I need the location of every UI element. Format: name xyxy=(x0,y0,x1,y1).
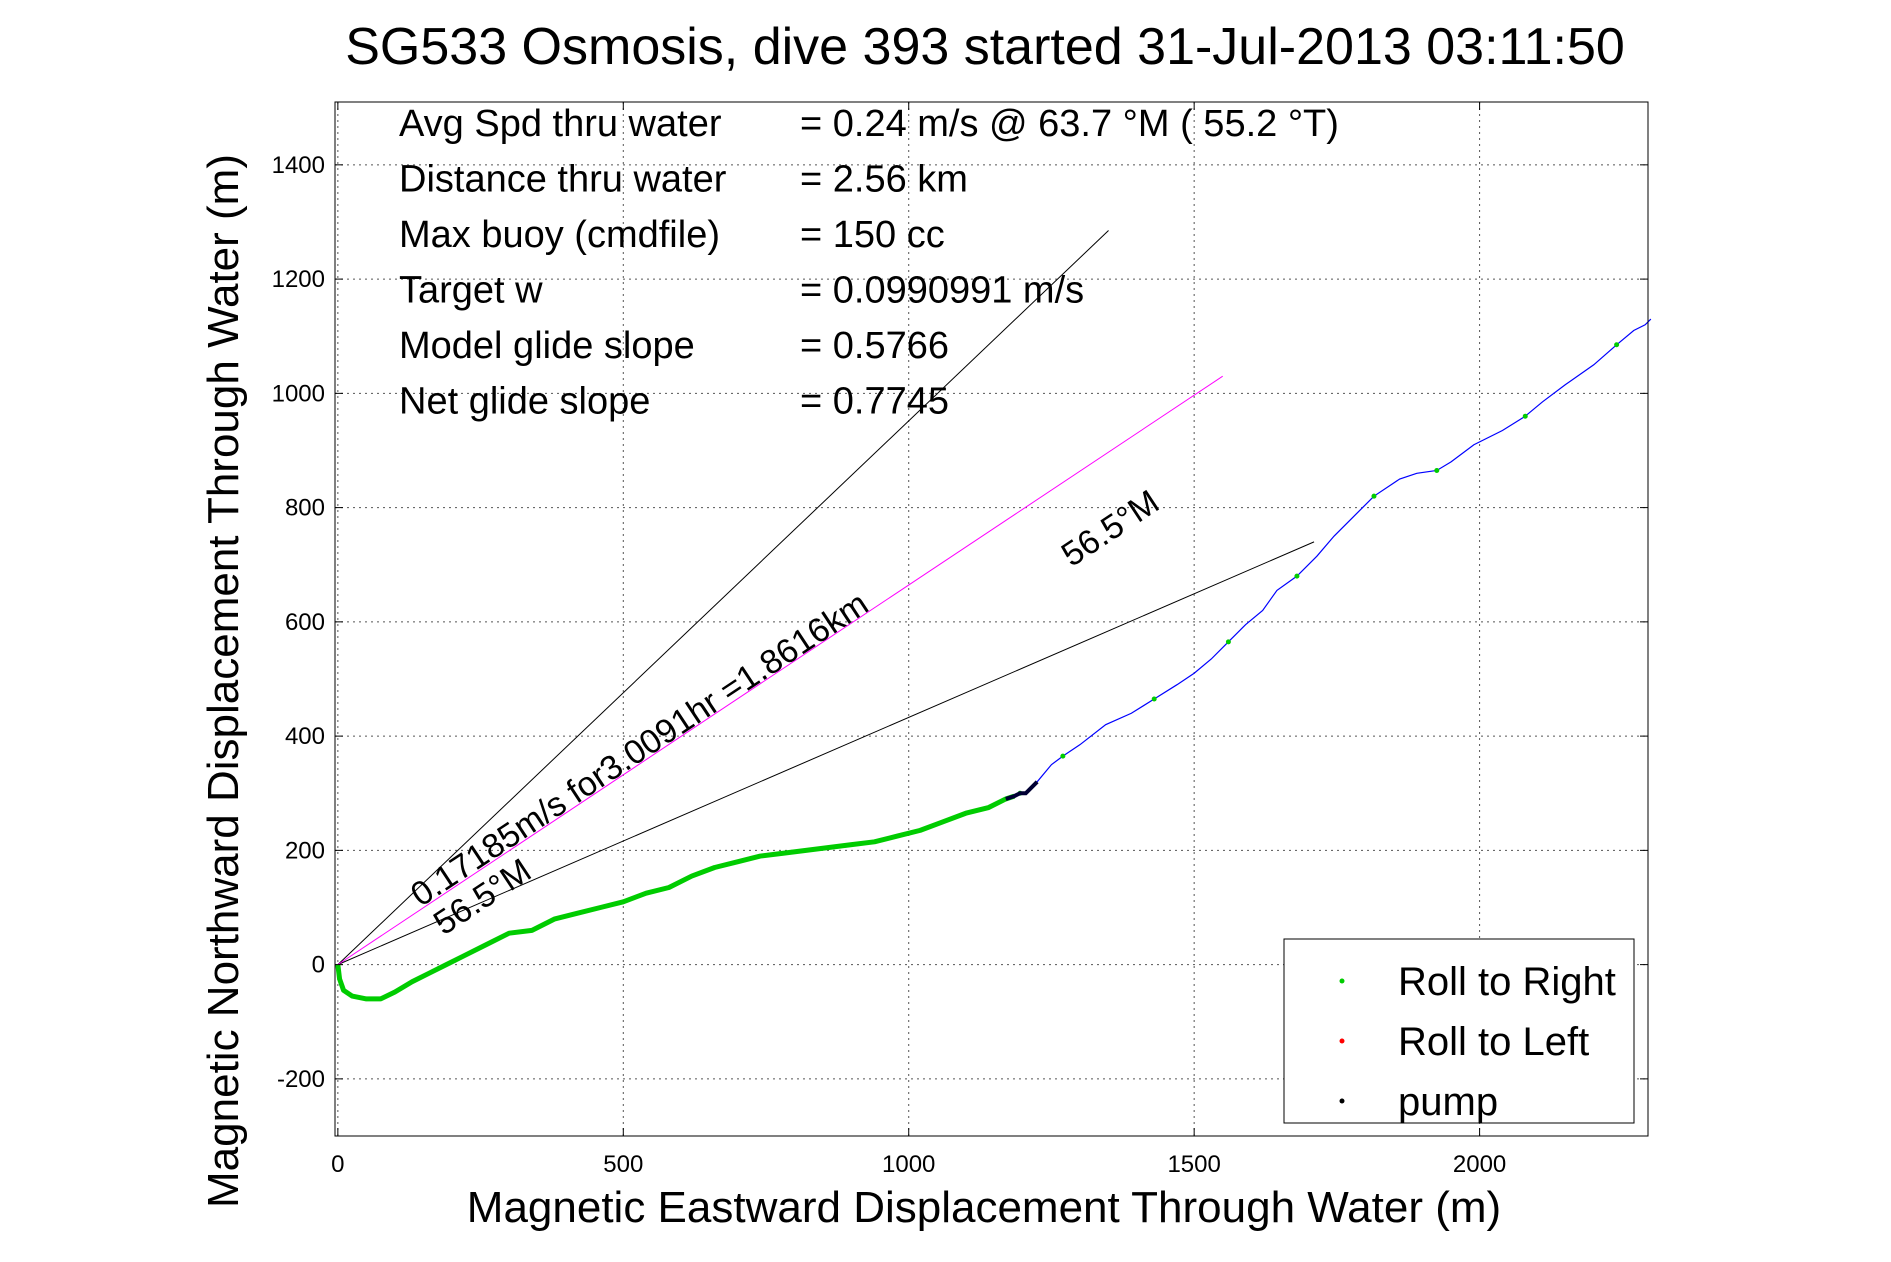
legend-marker xyxy=(1339,978,1345,984)
stats-text: Avg Spd thru water = 0.24 m/s @ 63.7 °M (… xyxy=(399,103,1339,423)
track-markers xyxy=(1005,342,1620,801)
axis-ticks: 0 500 1000 1500 2000 -200 0 200 400 600 800 1000 120… xyxy=(272,102,1648,1178)
roll-marker xyxy=(1151,696,1157,702)
legend-box xyxy=(1283,938,1635,1124)
y-tick-label: 800 xyxy=(285,495,325,522)
legend-label: pump xyxy=(1398,1080,1498,1124)
reference-lines xyxy=(337,230,1315,966)
stat-label: Target w xyxy=(399,270,543,312)
x-tick-label: 0 xyxy=(331,1151,344,1178)
y-tick-label: 200 xyxy=(285,837,325,864)
y-tick-label: 1200 xyxy=(272,266,325,293)
y-tick-label: 600 xyxy=(285,609,325,636)
stat-label: Net glide slope xyxy=(399,381,650,423)
roll-marker xyxy=(1294,573,1300,579)
y-tick-label: 400 xyxy=(285,723,325,750)
stat-value: = 0.7745 xyxy=(800,381,949,423)
stat-label: Max buoy (cmdfile) xyxy=(399,214,720,256)
roll-marker xyxy=(1060,753,1066,759)
roll-marker xyxy=(1522,413,1528,419)
x-tick-label: 1000 xyxy=(882,1151,935,1178)
y-axis-label: Magnetic Northward Displacement Through … xyxy=(199,154,248,1208)
grid xyxy=(335,102,1648,1136)
stat-value: = 2.56 km xyxy=(800,159,968,201)
legend: Roll to Right Roll to Left pump xyxy=(1283,938,1635,1124)
stat-value: = 150 cc xyxy=(800,214,945,256)
roll-marker xyxy=(1371,493,1377,499)
stat-value: = 0.0990991 m/s xyxy=(800,270,1084,312)
legend-label: Roll to Right xyxy=(1398,960,1616,1004)
x-axis-label: Magnetic Eastward Displacement Through W… xyxy=(467,1183,1501,1232)
x-tick-label: 500 xyxy=(603,1151,643,1178)
stat-value: = 0.24 m/s @ 63.7 °M ( 55.2 °T) xyxy=(800,103,1339,145)
x-tick-label: 1500 xyxy=(1167,1151,1220,1178)
roll-marker xyxy=(1225,639,1231,645)
legend-marker xyxy=(1339,1098,1345,1104)
y-tick-label: -200 xyxy=(277,1066,325,1093)
y-tick-label: 1400 xyxy=(272,152,325,179)
stat-value: = 0.5766 xyxy=(800,325,949,367)
legend-label: Roll to Left xyxy=(1398,1020,1589,1064)
reference-line xyxy=(337,230,1109,965)
track-blue-segment xyxy=(1014,318,1652,797)
stat-label: Avg Spd thru water xyxy=(399,103,722,145)
x-tick-label: 2000 xyxy=(1453,1151,1506,1178)
roll-marker xyxy=(1614,342,1620,348)
dive-track xyxy=(335,318,1652,1002)
stat-label: Model glide slope xyxy=(399,325,695,367)
reference-line xyxy=(337,541,1315,966)
axes-box xyxy=(334,101,1649,1137)
roll-marker xyxy=(1434,467,1440,473)
y-tick-label: 0 xyxy=(312,952,325,979)
track-green-segment xyxy=(335,793,1016,1002)
y-tick-label: 1000 xyxy=(272,380,325,407)
pump-segment xyxy=(1005,780,1039,801)
legend-marker xyxy=(1339,1038,1345,1044)
chart-title: SG533 Osmosis, dive 393 started 31-Jul-2… xyxy=(345,18,1625,76)
stat-label: Distance thru water xyxy=(399,159,727,201)
reference-line xyxy=(337,375,1223,966)
